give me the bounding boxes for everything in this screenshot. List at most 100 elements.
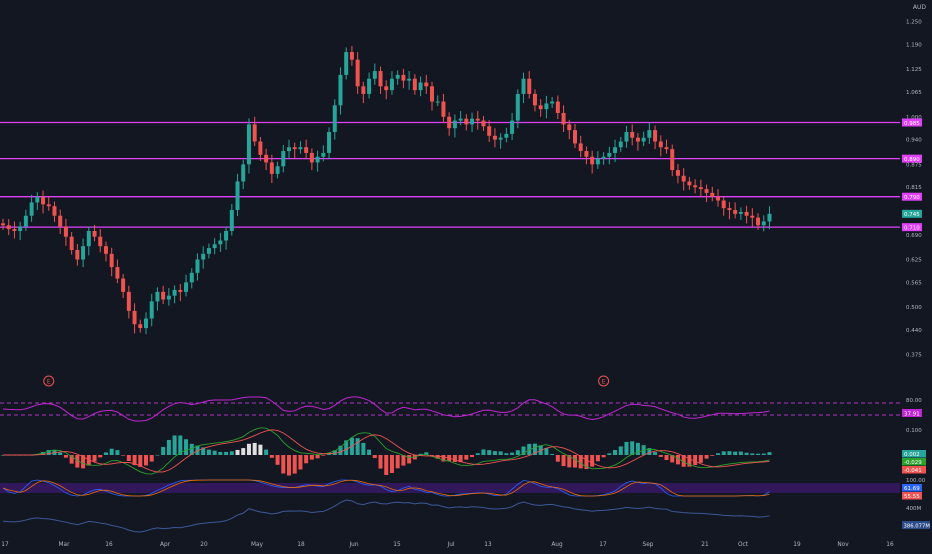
rsi-value-label: 37.91: [904, 411, 920, 417]
candle-body: [35, 196, 40, 203]
candles: 0.745: [1, 45, 922, 335]
price-tick-label: 0.625: [906, 258, 922, 264]
rsi-pane: 80.00 0.100 37.91: [0, 396, 922, 434]
macd-histogram-bar: [727, 451, 732, 455]
volume-value-label: 386.077M: [904, 523, 931, 529]
volume-value-tag: [902, 521, 930, 529]
time-tick-label: 15: [393, 542, 401, 548]
candle-body: [332, 105, 337, 132]
price-tick-label: 0.690: [906, 233, 922, 239]
price-tick-label: 1.065: [906, 90, 922, 96]
time-tick-label: 21: [701, 542, 709, 548]
price-tick-label: 1.125: [906, 67, 922, 73]
macd-histogram-bar: [229, 451, 234, 455]
price-tick-label: 0.565: [906, 280, 922, 286]
macd-histogram-bar: [109, 448, 114, 455]
candle-body: [635, 137, 640, 142]
macd-histogram-bar: [733, 451, 738, 455]
macd-histogram-bar: [441, 455, 446, 462]
candle-body: [327, 132, 332, 153]
candle-body: [378, 71, 383, 87]
macd-value-tag: [902, 450, 926, 458]
time-tick-label: Nov: [837, 542, 849, 548]
macd-histogram-bar: [756, 453, 761, 455]
candle-body: [447, 116, 452, 129]
macd-histogram-bar: [161, 446, 166, 455]
macd-histogram-bar: [298, 455, 303, 470]
candle-body: [155, 291, 160, 302]
macd-histogram-bar: [75, 455, 80, 468]
macd-histogram-bar: [367, 449, 372, 455]
volume-pane: 400M 386.077M: [2, 499, 931, 533]
macd-histogram-bar: [470, 455, 475, 458]
macd-histogram-bar: [115, 450, 120, 455]
time-tick-label: 20: [200, 542, 208, 548]
macd-histogram-bar: [607, 453, 612, 455]
event-marker-label: E: [602, 379, 606, 386]
macd-histogram-bar: [63, 455, 68, 458]
candle-body: [578, 143, 583, 152]
candle-body: [344, 52, 349, 75]
macd-histogram-bar: [647, 448, 652, 455]
macd-histogram-bar: [155, 454, 160, 456]
macd-histogram-bar: [252, 442, 257, 455]
time-tick-label: 18: [297, 542, 305, 548]
price-axis[interactable]: 1.250 1.190 1.125 1.065 1.000 0.940 0.875 0.815…: [906, 20, 922, 359]
macd-histogram-bar: [338, 445, 343, 455]
candle-body: [492, 135, 497, 140]
candle-body: [441, 101, 446, 117]
price-tick-label: 0.500: [906, 305, 922, 311]
candle-body: [195, 259, 200, 273]
macd-histogram-bar: [178, 435, 183, 455]
time-axis[interactable]: 17 Mar 16 Apr 20 May 18 Jun 15 Jul 13 Aug 17 Sep 21 Oct…: [1, 542, 894, 548]
candle-body: [430, 86, 434, 102]
macd-histogram-bar: [344, 440, 349, 455]
candle-body: [412, 78, 417, 91]
macd-histogram-bar: [630, 441, 635, 455]
macd-histogram-bar: [658, 455, 663, 457]
macd-histogram-bar: [58, 452, 63, 455]
macd-histogram-bar: [166, 439, 171, 455]
candle-body: [515, 93, 520, 121]
candle-body: [98, 236, 103, 247]
macd-histogram-bar: [195, 445, 200, 455]
candle-body: [641, 137, 646, 142]
price-tick-label: 1.250: [906, 20, 922, 26]
last-price-tag: [902, 209, 922, 218]
macd-histogram-bar: [492, 451, 497, 455]
candle-body: [727, 208, 732, 211]
candle-body: [18, 226, 23, 231]
last-price-label: 0.745: [904, 212, 920, 218]
macd-histogram-bar: [407, 455, 412, 464]
macd-histogram-bar: [41, 451, 46, 455]
macd-histogram-bar: [184, 439, 189, 455]
candle-body: [395, 74, 400, 79]
stochastic-pane: 100.00 61.69 55.55: [0, 478, 926, 500]
candle-body: [6, 225, 11, 230]
candle-body: [166, 295, 171, 300]
macd-value-tag: [902, 466, 926, 474]
macd-histogram-bar: [452, 455, 457, 463]
candle-body: [613, 147, 618, 153]
macd-histogram-bar: [550, 453, 555, 455]
price-level-label: 0.890: [904, 157, 920, 163]
macd-histogram-bar: [355, 438, 360, 455]
macd-histogram-bar: [269, 455, 274, 458]
time-tick-label: 17: [599, 542, 607, 548]
macd-histogram-bar: [590, 455, 595, 467]
candle-body: [12, 229, 17, 231]
candle-body: [647, 130, 652, 138]
candle-body: [264, 154, 269, 163]
candle-body: [418, 82, 423, 91]
macd-histogram-bar: [189, 443, 194, 455]
macd-histogram-bar: [544, 448, 549, 455]
candle-body: [675, 170, 680, 176]
time-tick-label: 13: [484, 542, 492, 548]
candle-body: [624, 132, 629, 142]
macd-histogram-bar: [430, 455, 434, 456]
candle-body: [407, 78, 412, 81]
candle-body: [315, 156, 320, 163]
candle-body: [693, 185, 698, 188]
macd-histogram-bar: [92, 455, 97, 462]
